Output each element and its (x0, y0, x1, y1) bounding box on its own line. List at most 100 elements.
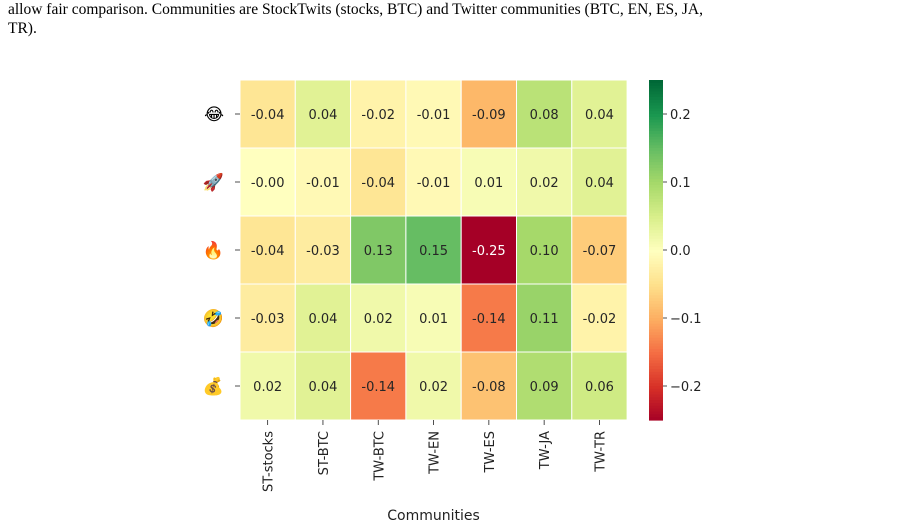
colorbar-segment (649, 386, 663, 390)
colorbar-tick-label: −0.1 (670, 312, 702, 327)
colorbar-segment (649, 193, 663, 197)
cell-value-label: -0.01 (417, 176, 451, 191)
colorbar-segment (649, 82, 663, 87)
colorbar-tick-label: 0.1 (670, 176, 691, 191)
colorbar-segment (649, 184, 663, 189)
colorbar-segment (649, 289, 663, 294)
colorbar-segment (649, 394, 663, 398)
rolling-on-floor-laughing-icon: 🤣 (202, 308, 224, 329)
colorbar-segment (649, 179, 663, 183)
colorbar-segment (649, 278, 663, 282)
colorbar-segment (649, 329, 663, 333)
colorbar-segment (649, 354, 663, 359)
cell-value-label: -0.14 (472, 312, 506, 327)
colorbar-segment (649, 326, 663, 330)
colorbar-segment (649, 346, 663, 350)
colorbar-segment (649, 374, 663, 379)
heatmap-cell (350, 283, 407, 353)
colorbar-segment (649, 411, 663, 415)
cell-value-label: -0.01 (306, 176, 340, 191)
colorbar-segment (649, 255, 663, 260)
colorbar-segment (649, 417, 663, 421)
colorbar-segment (649, 122, 663, 126)
cell-value-label: 0.04 (585, 108, 614, 123)
heatmap-cell (516, 351, 573, 421)
colorbar-segment (649, 227, 663, 231)
colorbar-segment (649, 295, 663, 299)
colorbar-segment (649, 102, 663, 107)
x-axis-title: Communities (387, 508, 480, 524)
colorbar-segment (649, 224, 663, 228)
cell-value-label: -0.01 (417, 108, 451, 123)
colorbar-segment (649, 320, 663, 325)
colorbar-tick-label: 0.0 (670, 244, 691, 259)
colorbar-segment (649, 391, 663, 396)
cell-value-label: 0.01 (419, 312, 448, 327)
colorbar-segment (649, 187, 663, 192)
cell-value-label: -0.07 (583, 244, 617, 259)
colorbar-segment (649, 349, 663, 353)
colorbar-segment (649, 337, 663, 342)
heatmap-cell (571, 351, 628, 421)
colorbar-segment (649, 408, 663, 413)
heatmap-cell (460, 215, 518, 285)
rocket-icon: 🚀 (203, 172, 224, 193)
colorbar-segment (649, 371, 663, 376)
face-with-tears-of-joy-icon: 😂 (204, 105, 224, 125)
heatmap-cell (350, 79, 407, 149)
cell-value-label: -0.04 (361, 176, 395, 191)
heatmap-cell (516, 147, 573, 217)
x-tick-label: TW-TR (593, 431, 608, 473)
colorbar-segment (649, 119, 663, 124)
colorbar-segment (649, 292, 663, 296)
colorbar-segment (649, 156, 663, 160)
heatmap-cell (239, 79, 296, 149)
x-tick-label: ST-stocks (262, 431, 277, 492)
colorbar-segment (649, 238, 663, 243)
colorbar-segment (649, 167, 663, 172)
colorbar-segment (649, 207, 663, 211)
colorbar-segment (649, 286, 663, 291)
colorbar-segment (649, 133, 663, 138)
colorbar-segment (649, 213, 663, 217)
heatmap-cell (516, 215, 573, 285)
colorbar-segment (649, 85, 663, 90)
colorbar-segment (649, 176, 663, 180)
colorbar-segment (649, 244, 663, 248)
colorbar-segment (649, 91, 663, 95)
colorbar-segment (649, 366, 663, 370)
cell-value-label: -0.09 (472, 108, 506, 123)
colorbar-segment (649, 165, 663, 169)
colorbar-segment (649, 269, 663, 274)
colorbar-segment (649, 136, 663, 141)
colorbar-segment (649, 105, 663, 109)
x-tick-label: TW-JA (538, 431, 553, 470)
colorbar-segment (649, 312, 663, 316)
colorbar-segment (649, 377, 663, 381)
cell-value-label: 0.04 (308, 108, 337, 123)
colorbar-segment (649, 363, 663, 367)
colorbar-segment (649, 131, 663, 135)
colorbar-segment (649, 230, 663, 234)
heatmap-cell (239, 283, 296, 353)
colorbar-segment (649, 250, 663, 254)
row-labels: 😂 🚀 🔥 🤣 💰 (202, 105, 240, 397)
colorbar-segment (649, 196, 663, 200)
colorbar-segment (649, 383, 663, 387)
colorbar-segment (649, 264, 663, 268)
cell-value-label: -0.03 (251, 312, 285, 327)
heatmap-cell (405, 79, 462, 149)
colorbar-segment (649, 414, 663, 418)
colorbar-segment (649, 352, 663, 356)
heatmap-cell (460, 79, 518, 149)
colorbar-segment (649, 218, 663, 223)
colorbar-segment (649, 108, 663, 112)
cell-value-label: -0.02 (361, 108, 395, 123)
heatmap-cell (571, 215, 628, 285)
colorbar-segment (649, 116, 663, 121)
cell-value-label: 0.10 (530, 244, 559, 259)
cell-value-label: 0.06 (585, 380, 614, 395)
colorbar-segment (649, 267, 663, 271)
colorbar-segment (649, 298, 663, 302)
